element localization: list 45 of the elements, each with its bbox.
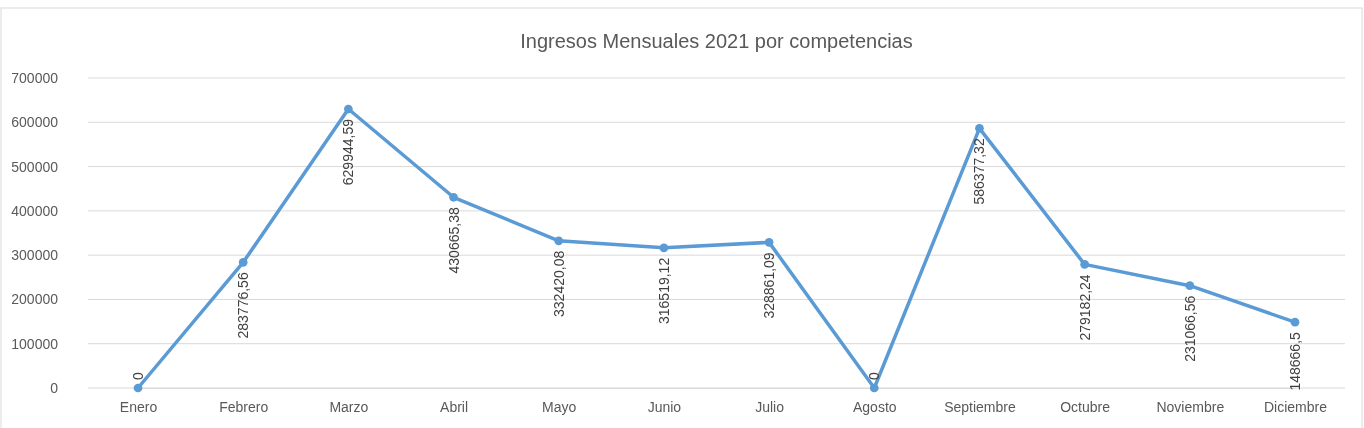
data-label: 586377,32: [971, 138, 988, 205]
data-label: 231066,56: [1181, 295, 1198, 362]
point: [343, 104, 353, 114]
data-label: 430665,38: [445, 207, 462, 274]
y-tick-label: 600000: [11, 114, 59, 131]
x-tick-label: Junio: [647, 398, 682, 415]
point: [1185, 281, 1195, 291]
point: [554, 236, 564, 246]
x-tick-label: Noviembre: [1156, 398, 1225, 415]
point: [1290, 317, 1300, 327]
data-label: 0: [866, 372, 883, 380]
chart-title: Ingresos Mensuales 2021 por competencias: [520, 30, 913, 52]
x-tick-label: Marzo: [329, 398, 369, 415]
point: [869, 383, 879, 393]
y-tick-label: 500000: [11, 158, 59, 175]
x-tick-label: Enero: [119, 398, 158, 415]
point: [764, 238, 774, 247]
data-label: 328861,09: [761, 252, 778, 319]
x-tick-label: Mayo: [542, 398, 577, 415]
point: [133, 383, 143, 393]
data-label: 629944,59: [340, 118, 357, 186]
x-tick-label: Julio: [755, 398, 785, 415]
y-tick-label: 200000: [11, 291, 59, 308]
y-tick-label: 100000: [11, 335, 59, 352]
data-label: 332420,08: [550, 250, 567, 317]
data-label: 316519,12: [655, 257, 672, 325]
point: [238, 257, 248, 267]
point: [659, 243, 669, 253]
x-tick-label: Agosto: [852, 398, 897, 415]
x-tick-label: Septiembre: [944, 398, 1016, 415]
data-label: 148666,5: [1287, 331, 1303, 391]
x-tick-label: Octubre: [1060, 398, 1111, 415]
point: [449, 192, 458, 202]
y-tick-label: 400000: [11, 202, 59, 219]
point: [975, 123, 984, 133]
y-tick-label: 300000: [11, 247, 59, 264]
y-tick-label: 0: [50, 379, 59, 396]
x-tick-label: Febrero: [219, 398, 269, 415]
x-tick-label: Abril: [440, 398, 469, 415]
point: [1080, 260, 1090, 269]
y-tick-label: 700000: [11, 69, 59, 86]
data-label: 283776,56: [235, 272, 252, 339]
data-label: 0: [130, 372, 146, 380]
data-label: 279182,24: [1076, 274, 1093, 341]
x-tick-label: Diciembre: [1263, 398, 1328, 415]
